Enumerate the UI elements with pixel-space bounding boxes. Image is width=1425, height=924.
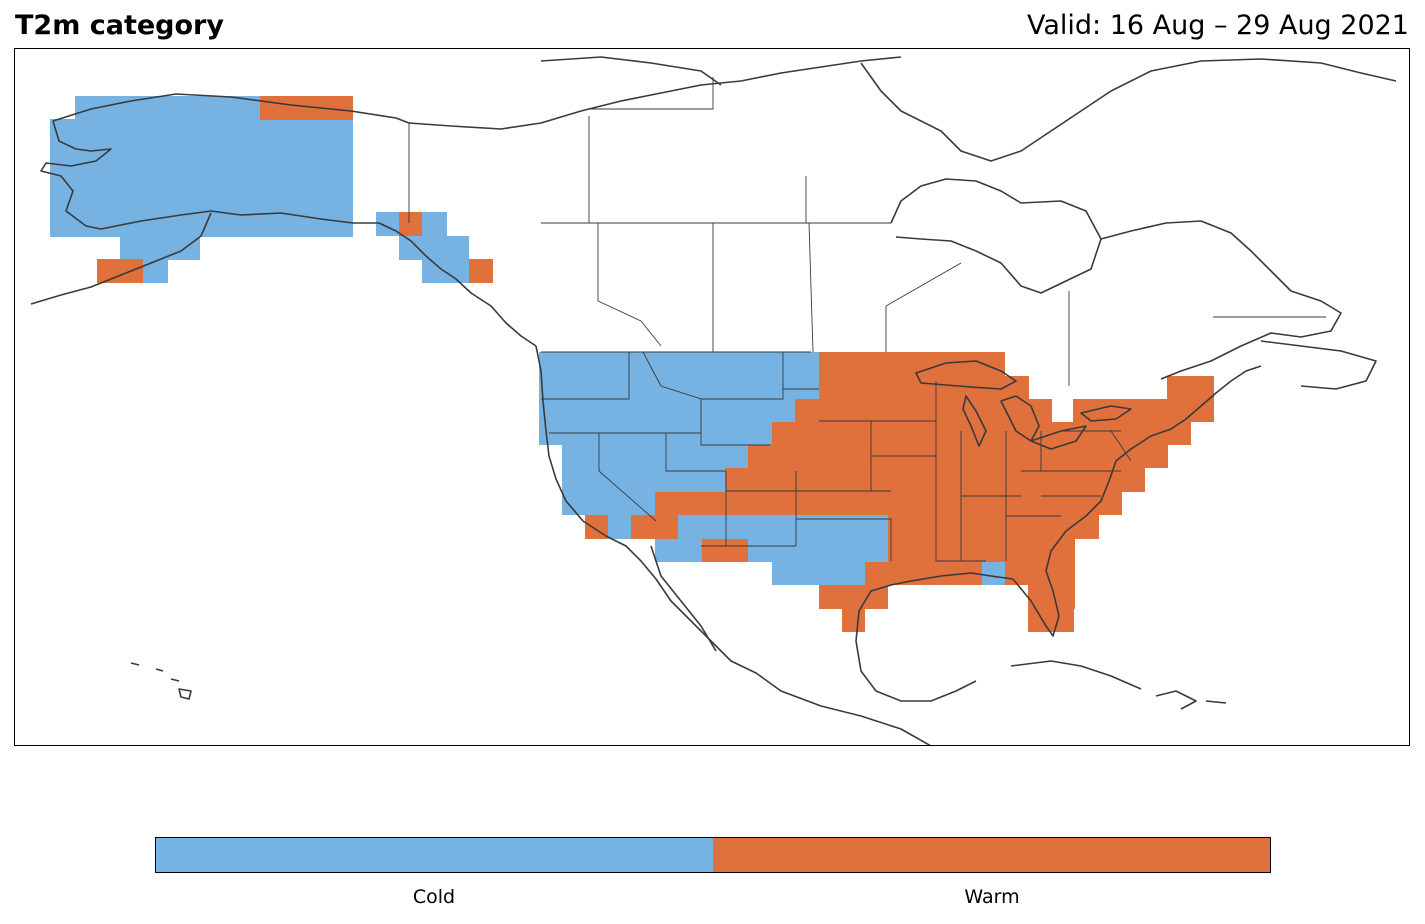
legend-swatch-cold: [156, 838, 713, 872]
map-panel[interactable]: [14, 48, 1410, 746]
legend-colorbar: [155, 837, 1271, 873]
legend-swatch-warm: [713, 838, 1270, 872]
political-borders: [408, 77, 1326, 562]
map-title: T2m category: [15, 10, 224, 41]
coastlines: [30, 56, 1397, 745]
cold-cells: [50, 96, 1005, 585]
legend-label-warm: Warm: [964, 886, 1020, 908]
valid-period: Valid: 16 Aug – 29 Aug 2021: [1026, 10, 1409, 41]
warm-cells: [97, 96, 1214, 632]
legend-label-cold: Cold: [412, 886, 456, 908]
map-canvas: [30, 56, 1397, 745]
